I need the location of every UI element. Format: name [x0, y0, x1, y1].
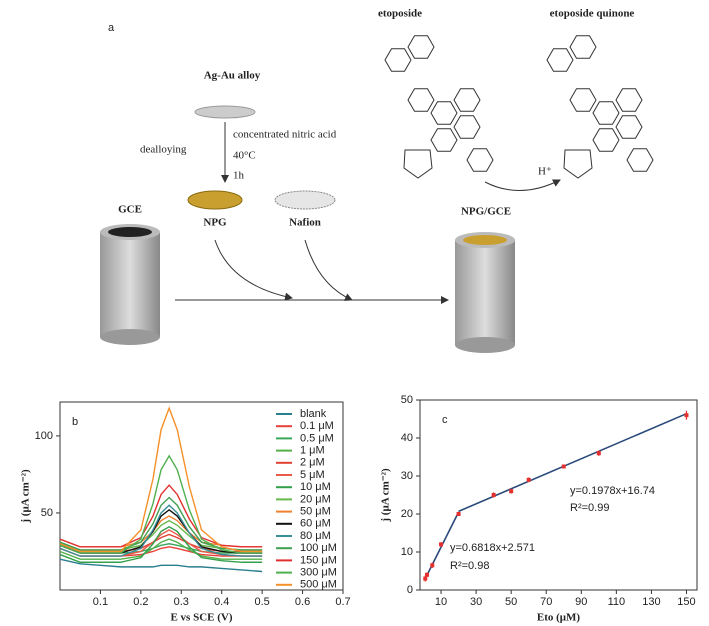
panel-label: b: [72, 416, 78, 428]
x-tick-label: 0.1: [93, 596, 108, 608]
data-point: [456, 512, 461, 516]
plot-frame: [419, 399, 698, 591]
schematic: a etoposide etoposide quinone H⁺ Ag-Au a…: [100, 8, 654, 353]
curve: [59, 504, 263, 557]
alloy-label: Ag-Au alloy: [204, 70, 261, 82]
legend-label: 1 μM: [300, 445, 325, 457]
x-tick-label: 130: [642, 596, 660, 608]
x-tick-label: 0.5: [254, 596, 269, 608]
x-tick-label: 150: [677, 596, 695, 608]
legend-label: 5 μM: [300, 469, 325, 481]
data-point: [491, 493, 496, 497]
annotation: R²=0.98: [450, 560, 489, 572]
legend-label: 50 μM: [300, 506, 331, 518]
legend-label: 2 μM: [300, 457, 325, 469]
curve: [59, 558, 263, 573]
legend-label: 300 μM: [300, 567, 337, 579]
y-tick-label: 50: [41, 507, 53, 519]
legend-label: blank: [300, 408, 327, 420]
npg-gce-electrode: [455, 232, 515, 353]
x-tick-label: 0.7: [335, 596, 350, 608]
data-point: [439, 542, 444, 547]
curve: [59, 538, 263, 560]
data-point: [425, 572, 430, 577]
data-point: [684, 413, 689, 418]
gce-label: GCE: [118, 204, 142, 216]
legend-label: 0.5 μM: [300, 432, 334, 444]
y-axis-label: j (μA cm⁻²): [380, 468, 392, 523]
legend-label: 0.1 μM: [300, 420, 334, 432]
npg-label: NPG: [203, 217, 227, 229]
x-tick-label: 0.4: [214, 596, 229, 608]
process-label: dealloying: [140, 144, 187, 156]
x-tick-label: 0.2: [133, 596, 148, 608]
y-tick-label: 40: [401, 432, 413, 444]
curve: [59, 526, 263, 563]
panel-label: a: [108, 22, 115, 34]
data-point: [596, 451, 601, 456]
plot-frame: [59, 401, 344, 591]
y-tick-label: 20: [401, 508, 413, 520]
molecule-label: etoposide quinone: [550, 8, 635, 20]
annotation: R²=0.99: [570, 502, 609, 514]
data-point: [509, 489, 514, 494]
y-tick-label: 100: [35, 430, 53, 442]
y-axis-label: j (μA cm⁻²): [20, 469, 32, 524]
x-tick-label: 110: [608, 596, 626, 608]
condition-label: concentrated nitric acid: [233, 129, 337, 141]
panel-label: c: [442, 414, 448, 426]
legend-label: 10 μM: [300, 481, 331, 493]
annotation: y=0.6818x+2.571: [450, 542, 535, 554]
process-arrow: [304, 239, 353, 301]
etoposide-structure: [384, 35, 494, 179]
y-tick-label: 0: [407, 584, 413, 596]
alloy-disc: [194, 105, 256, 119]
gce-electrode: [100, 224, 160, 345]
x-tick-label: 30: [470, 596, 482, 608]
data-point: [430, 563, 435, 568]
x-tick-label: 0.3: [174, 596, 189, 608]
x-axis-label: E vs SCE (V): [170, 612, 232, 624]
proton-label: H⁺: [538, 166, 552, 178]
legend-label: 100 μM: [300, 542, 337, 554]
curve: [59, 406, 263, 553]
npg-sample: [187, 190, 243, 210]
y-tick-label: 30: [401, 470, 413, 482]
x-tick-label: 50: [505, 596, 517, 608]
reaction-arrow: [484, 179, 561, 191]
annotation: y=0.1978x+16.74: [570, 485, 655, 497]
x-tick-label: 0.6: [295, 596, 310, 608]
curve: [59, 454, 263, 554]
quinone-structure: [546, 35, 654, 179]
legend-label: 150 μM: [300, 554, 337, 566]
y-tick-label: 50: [401, 394, 413, 406]
x-tick-label: 10: [435, 596, 447, 608]
legend-label: 80 μM: [300, 530, 331, 542]
legend-label: 60 μM: [300, 518, 331, 530]
data-point: [423, 576, 428, 581]
x-axis-label: Eto (μM): [537, 612, 581, 624]
data-point: [561, 464, 566, 469]
data-point: [526, 477, 531, 482]
molecule-label: etoposide: [378, 8, 422, 20]
x-tick-label: 90: [575, 596, 587, 608]
process-arrow: [214, 239, 293, 301]
condition-label: 1h: [233, 170, 245, 182]
condition-label: 40°C: [233, 150, 256, 162]
legend-label: 500 μM: [300, 579, 337, 591]
product-label: NPG/GCE: [461, 206, 511, 218]
nafion-sample: [274, 190, 336, 210]
fit-line: [458, 412, 687, 513]
x-tick-label: 70: [540, 596, 552, 608]
nafion-label: Nafion: [289, 217, 321, 229]
y-tick-label: 10: [401, 546, 413, 558]
legend-label: 20 μM: [300, 493, 331, 505]
